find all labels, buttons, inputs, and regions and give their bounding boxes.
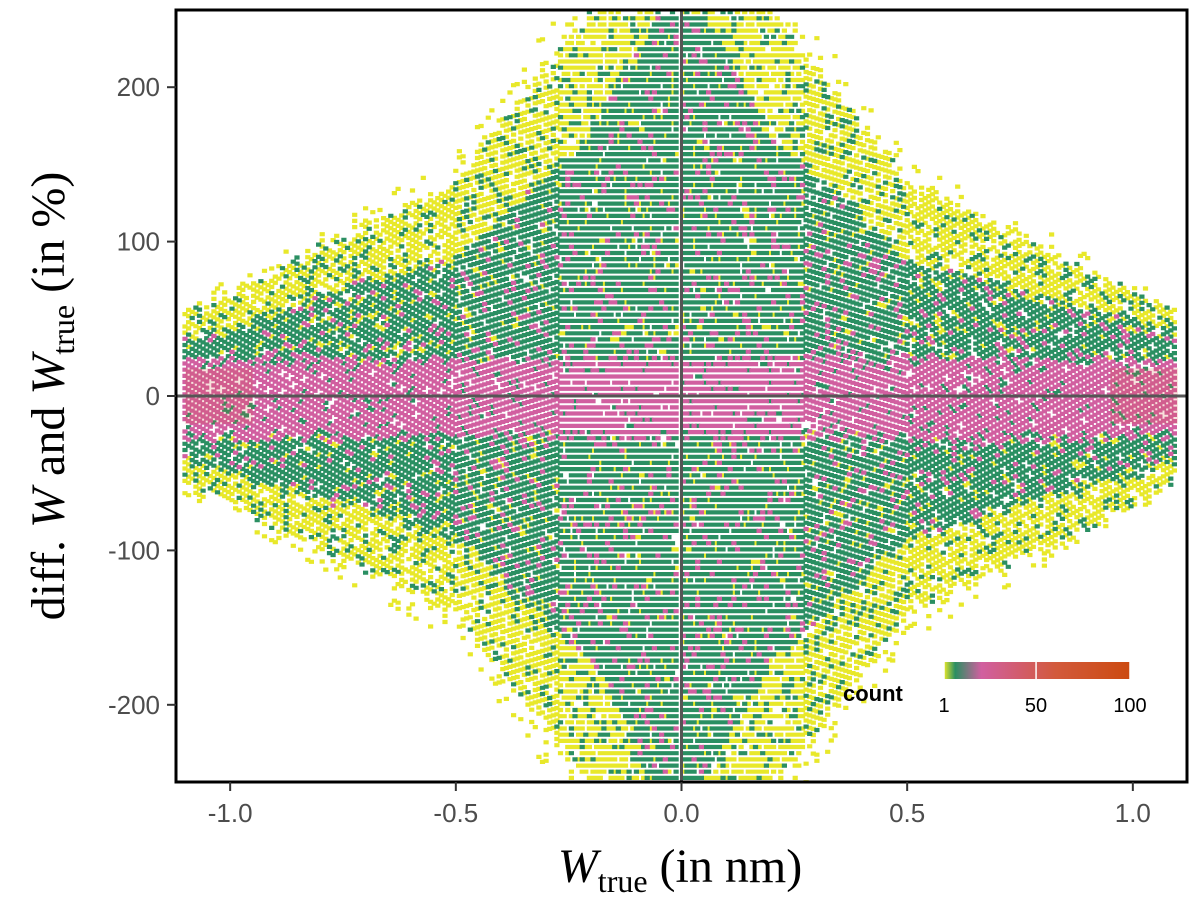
y-tick-label: -200 bbox=[108, 690, 160, 720]
y-tick-label: 100 bbox=[117, 227, 160, 257]
y-tick-label: -100 bbox=[108, 535, 160, 565]
y-tick-label: 200 bbox=[117, 72, 160, 102]
legend-tick-label: 100 bbox=[1113, 695, 1146, 717]
x-tick-label: -1.0 bbox=[208, 798, 253, 828]
hexbin-density-layer bbox=[182, 10, 1178, 782]
legend: count 1 50 100 bbox=[843, 662, 1147, 717]
legend-ticks: 1 50 100 bbox=[938, 662, 1147, 717]
hexbin-cells-y bbox=[182, 10, 1177, 782]
x-tick-label: 0.0 bbox=[663, 798, 699, 828]
x-axis-title: Wtrue (in nm) bbox=[558, 840, 802, 899]
y-axis-title-sub: true bbox=[45, 305, 81, 355]
legend-title: count bbox=[843, 681, 904, 706]
legend-tick-label: 50 bbox=[1025, 695, 1047, 717]
x-tick-label: 1.0 bbox=[1115, 798, 1151, 828]
hexbin-cells-p bbox=[182, 16, 1177, 782]
y-axis-title-w2: W bbox=[22, 351, 75, 395]
y-axis: -200 -100 0 100 200 bbox=[108, 72, 176, 720]
legend-tick-label: 1 bbox=[938, 695, 949, 717]
x-tick-label: -0.5 bbox=[433, 798, 478, 828]
x-axis-title-w: W bbox=[558, 840, 602, 893]
legend-colorbar bbox=[944, 662, 1130, 679]
x-axis: -1.0 -0.5 0.0 0.5 1.0 bbox=[208, 782, 1151, 828]
y-axis-title: diff. W and Wtrue (in %) bbox=[22, 172, 81, 621]
x-axis-title-suffix: (in nm) bbox=[648, 840, 803, 893]
x-tick-label: 0.5 bbox=[889, 798, 925, 828]
y-axis-title-suffix: (in %) bbox=[22, 172, 75, 305]
y-axis-title-prefix: diff. bbox=[22, 528, 75, 620]
y-axis-title-mid: and bbox=[22, 395, 75, 488]
hexbin-high-count-region bbox=[185, 368, 1178, 424]
x-axis-title-sub: true bbox=[598, 863, 648, 899]
y-tick-label: 0 bbox=[146, 381, 160, 411]
y-axis-title-w1: W bbox=[22, 484, 75, 528]
